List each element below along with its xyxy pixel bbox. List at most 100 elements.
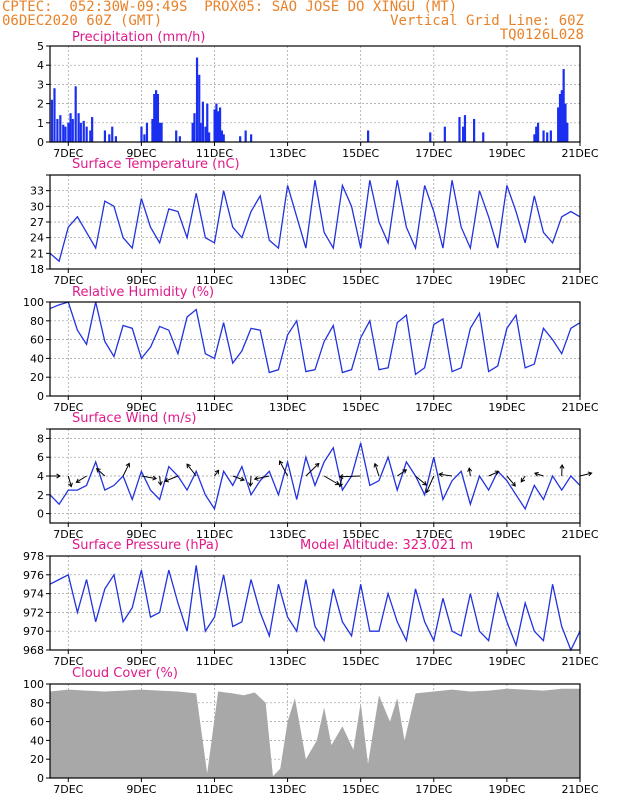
panel-title: Surface Wind (m/s) xyxy=(72,411,196,426)
precipitation-bar xyxy=(193,113,196,142)
wind-arrow xyxy=(141,475,157,480)
x-tick-label: 15DEC xyxy=(342,783,379,796)
x-tick-label: 15DEC xyxy=(342,655,379,668)
header-grid-note: Vertical Grid Line: 60Z xyxy=(390,13,584,29)
precipitation-bar xyxy=(175,130,178,142)
series-line-1 xyxy=(49,180,581,263)
wind-arrow xyxy=(439,473,453,477)
y-tick-label: 4 xyxy=(37,59,44,72)
wind-arrow xyxy=(468,468,471,477)
precipitation-bar xyxy=(557,107,560,142)
wind-arrow xyxy=(339,475,361,478)
precipitation-bar xyxy=(67,122,70,142)
wind-arrow-head xyxy=(95,467,101,473)
precipitation-bar xyxy=(140,126,143,142)
header-model-code: TQ0126L028 xyxy=(499,27,584,43)
wind-arrow-head xyxy=(157,481,163,486)
wind-arrow xyxy=(305,463,320,477)
precipitation-bar xyxy=(367,130,370,142)
x-tick-label: 17DEC xyxy=(415,528,452,541)
wind-arrow-head xyxy=(314,462,320,468)
x-tick-label: 19DEC xyxy=(488,783,525,796)
series-line-2 xyxy=(49,301,581,376)
wind-arrow-head xyxy=(425,488,431,494)
precipitation-bar xyxy=(536,122,540,142)
wind-arrow-head xyxy=(422,481,427,486)
x-tick-label: 19DEC xyxy=(488,147,525,160)
precipitation-bar xyxy=(201,101,204,142)
wind-arrow-head xyxy=(68,482,73,488)
precipitation-bar xyxy=(535,126,538,142)
y-tick-label: 30 xyxy=(30,200,44,213)
wind-arrow xyxy=(396,469,407,477)
precipitation-bar xyxy=(558,94,562,142)
precipitation-bar xyxy=(158,122,161,142)
panel-frame xyxy=(49,555,581,651)
x-tick-label: 7DEC xyxy=(53,147,83,160)
panel-title: Cloud Cover (%) xyxy=(72,666,178,681)
precipitation-bar xyxy=(208,132,211,142)
precipitation-bar xyxy=(156,94,160,142)
precipitation-bar xyxy=(82,120,85,142)
precipitation-bar xyxy=(218,107,222,142)
y-tick-label: 0 xyxy=(37,390,44,403)
precipitation-bar xyxy=(429,132,432,142)
x-tick-label: 15DEC xyxy=(342,274,379,287)
x-tick-label: 9DEC xyxy=(126,783,156,796)
x-tick-label: 17DEC xyxy=(415,401,452,414)
x-tick-label: 21DEC xyxy=(561,528,598,541)
wind-arrow xyxy=(67,475,72,487)
precipitation-bar xyxy=(143,134,146,142)
y-tick-label: 27 xyxy=(30,216,44,229)
x-tick-label: 11DEC xyxy=(196,274,233,287)
wind-arrow-head xyxy=(248,482,254,487)
x-tick-label: 19DEC xyxy=(488,274,525,287)
precipitation-bar xyxy=(64,126,67,142)
wind-arrow xyxy=(254,475,270,480)
x-tick-label: 15DEC xyxy=(342,401,379,414)
wind-arrow xyxy=(164,475,179,482)
wind-arrow-head xyxy=(438,472,444,478)
x-tick-label: 17DEC xyxy=(415,147,452,160)
precipitation-bar xyxy=(103,130,107,142)
x-tick-label: 19DEC xyxy=(488,401,525,414)
precipitation-bar xyxy=(562,69,565,142)
y-tick-label: 21 xyxy=(30,247,44,260)
x-tick-label: 13DEC xyxy=(269,147,306,160)
x-tick-label: 7DEC xyxy=(53,401,83,414)
wind-arrow-head xyxy=(75,478,81,483)
precipitation-bar xyxy=(145,122,149,142)
precipitation-bar xyxy=(443,126,446,142)
x-tick-label: 11DEC xyxy=(196,783,233,796)
wind-arrow-head xyxy=(587,471,593,477)
wind-arrow-head xyxy=(467,467,473,472)
wind-arrow-head xyxy=(402,469,408,474)
y-tick-label: 40 xyxy=(30,734,44,747)
wind-arrow xyxy=(186,463,197,477)
precipitation-bar xyxy=(482,132,485,142)
x-tick-label: 7DEC xyxy=(53,783,83,796)
x-tick-label: 19DEC xyxy=(488,528,525,541)
wind-arrow-head xyxy=(511,481,516,487)
y-tick-label: 976 xyxy=(23,569,44,582)
precipitation-bar xyxy=(195,57,199,142)
precipitation-bar xyxy=(220,130,223,142)
model-altitude-note: Model Altitude: 323.021 m xyxy=(300,538,473,553)
x-tick-label: 13DEC xyxy=(269,274,306,287)
x-tick-label: 15DEC xyxy=(342,528,379,541)
precipitation-bar xyxy=(108,134,111,142)
precipitation-bar xyxy=(77,113,80,142)
wind-arrow xyxy=(488,471,499,477)
precipitation-bar xyxy=(215,103,218,142)
wind-arrow-head xyxy=(253,476,259,481)
x-tick-label: 11DEC xyxy=(196,401,233,414)
y-tick-label: 20 xyxy=(30,371,44,384)
wind-arrow xyxy=(96,468,106,477)
precipitation-bar xyxy=(206,103,209,142)
y-tick-label: 60 xyxy=(30,334,44,347)
wind-arrow xyxy=(249,475,252,487)
precipitation-bar xyxy=(160,122,163,142)
panel-title: Surface Temperature (nC) xyxy=(72,157,240,172)
precipitation-bar xyxy=(153,94,156,142)
y-tick-label: 0 xyxy=(37,508,44,521)
